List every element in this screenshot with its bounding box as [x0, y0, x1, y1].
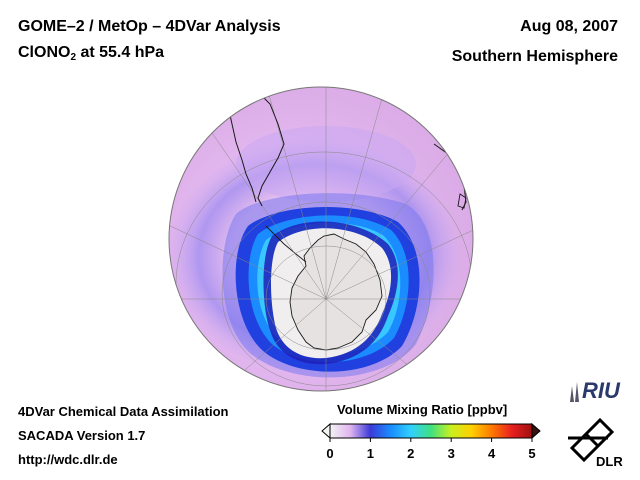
analysis-date: Aug 08, 2007: [520, 18, 618, 35]
colorbar-gradient: [329, 423, 533, 439]
species-label: ClONO2 at 55.4 hPa: [18, 44, 164, 63]
antarctica-outline: [289, 233, 383, 351]
globe-map: [168, 86, 474, 392]
colorbar-label: Volume Mixing Ratio [ppbv]: [337, 402, 508, 417]
colorbar-ticks: 0 1 2 3 4 5: [326, 438, 536, 461]
footer-version: SACADA Version 1.7: [18, 428, 146, 443]
dlr-logo: DLR: [568, 417, 623, 469]
colorbar-tick-label: 0: [326, 446, 333, 461]
riu-logo-mark: [570, 382, 579, 402]
species-subscript: 2: [70, 52, 77, 63]
colorbar-tick-label: 3: [448, 446, 455, 461]
hemisphere-label: Southern Hemisphere: [451, 48, 618, 65]
footer-url[interactable]: http://wdc.dlr.de: [18, 452, 118, 467]
species-name: ClONO: [18, 44, 71, 61]
footer-system: 4DVar Chemical Data Assimilation: [18, 404, 229, 419]
pressure-level: at 55.4 hPa: [76, 44, 165, 61]
antarctic-peninsula: [265, 225, 307, 263]
riu-logo-text: RIU: [582, 378, 621, 403]
globe-limb: [168, 86, 474, 392]
dlr-logo-text: DLR: [596, 454, 623, 469]
map-title: GOME–2 / MetOp – 4DVar Analysis: [18, 18, 281, 35]
madagascar-outline: [457, 193, 467, 209]
colorbar-over-arrow: [531, 422, 541, 440]
colorbar-tick-label: 4: [488, 446, 496, 461]
colorbar-tick-label: 5: [528, 446, 535, 461]
colorbar: 0 1 2 3 4 5: [321, 422, 541, 461]
colorbar-tick-label: 2: [407, 446, 414, 461]
colorbar-under-arrow: [321, 422, 331, 440]
colorbar-body: [321, 422, 541, 440]
dlr-logo-mark: [568, 417, 615, 463]
riu-logo: RIU: [570, 378, 621, 403]
colorbar-tick-label: 1: [367, 446, 374, 461]
